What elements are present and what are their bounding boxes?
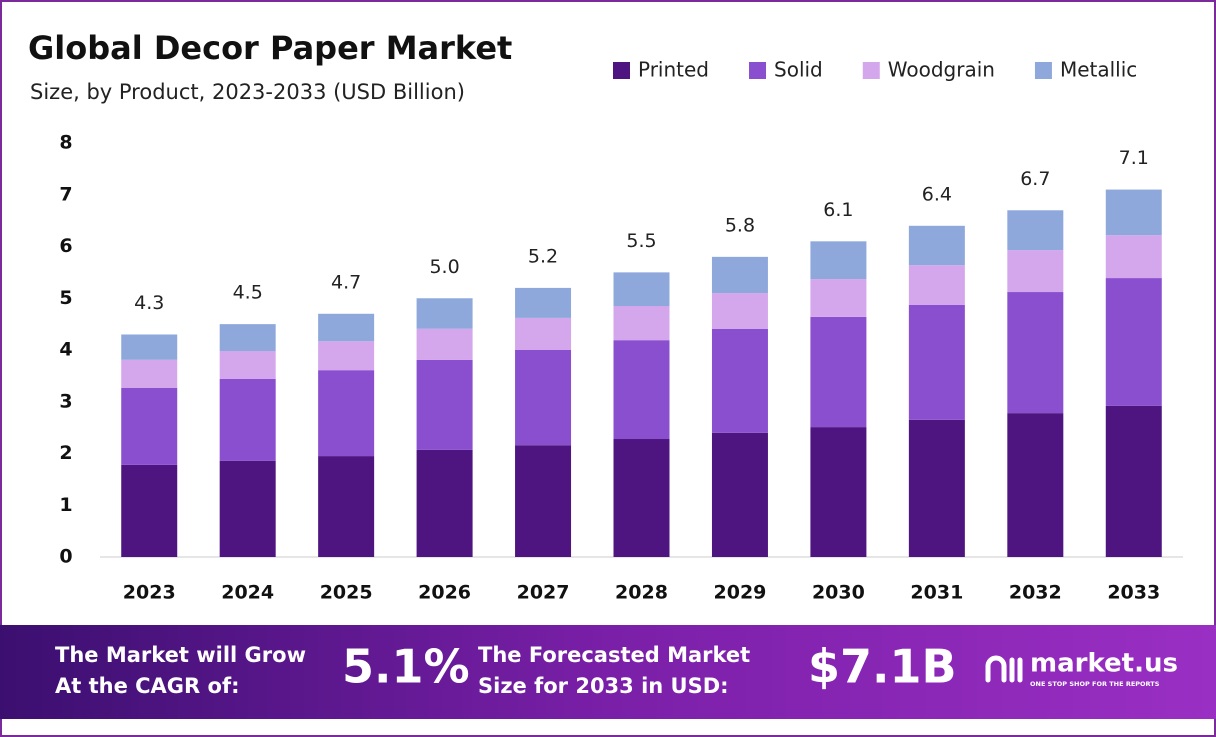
bar-segment <box>416 298 473 329</box>
forecast-text: The Forecasted Market <box>478 643 750 667</box>
x-tick-label: 2028 <box>615 582 668 604</box>
bar-segment <box>121 334 178 360</box>
y-tick-label: 5 <box>59 287 72 309</box>
bar-segment <box>515 287 572 318</box>
total-label: 6.4 <box>922 183 952 205</box>
bar-segment <box>219 378 276 461</box>
bar-segment <box>1105 405 1162 557</box>
total-label: 5.2 <box>528 245 558 267</box>
bar-segment <box>810 427 867 557</box>
chart-title: Global Decor Paper Market <box>28 29 512 67</box>
bar-segment <box>908 304 965 420</box>
brand: market.us <box>1030 649 1178 679</box>
bar-segment <box>1007 292 1064 414</box>
x-tick-label: 2024 <box>221 582 274 604</box>
legend-swatch <box>749 62 767 79</box>
total-label: 7.1 <box>1119 147 1149 169</box>
bar-segment <box>908 419 965 557</box>
bar-segment <box>1007 210 1064 251</box>
bar-segment <box>121 387 178 465</box>
legend-label: Solid <box>774 58 823 82</box>
x-tick-label: 2030 <box>812 582 865 604</box>
bar-segment <box>219 460 276 557</box>
bar-segment <box>219 351 276 379</box>
bar-segment <box>613 340 670 440</box>
bar-segment <box>515 445 572 557</box>
bar-segment <box>515 317 572 350</box>
x-tick-label: 2025 <box>320 582 373 604</box>
legend-swatch <box>613 62 630 79</box>
bar-segment <box>711 256 768 294</box>
y-tick-label: 8 <box>59 132 72 154</box>
bar-segment <box>613 306 670 341</box>
x-tick-label: 2027 <box>517 582 570 604</box>
x-tick-label: 2031 <box>910 582 963 604</box>
total-label: 5.8 <box>725 214 755 236</box>
bar-segment <box>613 272 670 307</box>
bar-segment <box>416 449 473 557</box>
bar-segment <box>318 313 375 342</box>
bar-segment <box>1007 413 1064 557</box>
bar-segment <box>121 359 178 388</box>
bar-segment <box>515 350 572 446</box>
brand-logo <box>985 655 1023 683</box>
cagr-text: At the CAGR of: <box>55 674 240 698</box>
x-tick-label: 2032 <box>1009 582 1062 604</box>
bar-segment <box>908 265 965 305</box>
legend-label: Metallic <box>1060 58 1137 82</box>
bar-segment <box>318 370 375 457</box>
total-label: 6.1 <box>823 199 853 221</box>
bar-segment <box>219 324 276 352</box>
bar-segment <box>810 241 867 280</box>
x-tick-label: 2026 <box>418 582 471 604</box>
total-label: 4.5 <box>233 282 263 304</box>
x-tick-label: 2033 <box>1107 582 1160 604</box>
bar-segment <box>318 341 375 371</box>
total-label: 4.7 <box>331 271 361 293</box>
bar-segment <box>318 456 375 557</box>
bar-segment <box>711 293 768 329</box>
chart-subtitle: Size, by Product, 2023-2033 (USD Billion… <box>30 80 465 104</box>
bar-segment <box>711 328 768 433</box>
bar-segment <box>121 464 178 557</box>
y-tick-label: 0 <box>59 546 72 568</box>
bar-segment <box>711 432 768 557</box>
bar-segment <box>1007 250 1064 293</box>
legend-swatch <box>1034 62 1052 79</box>
bar-segment <box>810 316 867 428</box>
tagline: ONE STOP SHOP FOR THE REPORTS <box>1030 680 1160 688</box>
bar-segment <box>810 279 867 317</box>
forecast-text: Size for 2033 in USD: <box>478 674 729 698</box>
bar-segment <box>908 225 965 266</box>
y-tick-label: 3 <box>59 390 72 412</box>
y-tick-label: 1 <box>59 494 72 516</box>
x-tick-label: 2029 <box>714 582 767 604</box>
y-tick-label: 4 <box>59 339 72 361</box>
bar-segment <box>416 328 473 360</box>
legend-label: Printed <box>638 58 709 82</box>
legend-swatch <box>862 62 880 79</box>
y-tick-label: 6 <box>59 235 72 257</box>
total-label: 4.3 <box>134 292 164 314</box>
bar-segment <box>1105 278 1162 406</box>
total-label: 5.5 <box>626 230 656 252</box>
bar-segment <box>1105 189 1162 236</box>
total-label: 5.0 <box>429 256 459 278</box>
y-tick-label: 7 <box>59 183 72 205</box>
legend-label: Woodgrain <box>888 58 995 82</box>
x-tick-label: 2023 <box>123 582 176 604</box>
y-tick-label: 2 <box>59 442 72 464</box>
forecast-value: $7.1B <box>808 640 957 694</box>
bar-segment <box>613 439 670 557</box>
cagr-value: 5.1% <box>342 640 470 694</box>
bar-segment <box>416 359 473 450</box>
bar-segment <box>1105 235 1162 279</box>
total-label: 6.7 <box>1020 168 1050 190</box>
cagr-text: The Market will Grow <box>55 643 306 667</box>
